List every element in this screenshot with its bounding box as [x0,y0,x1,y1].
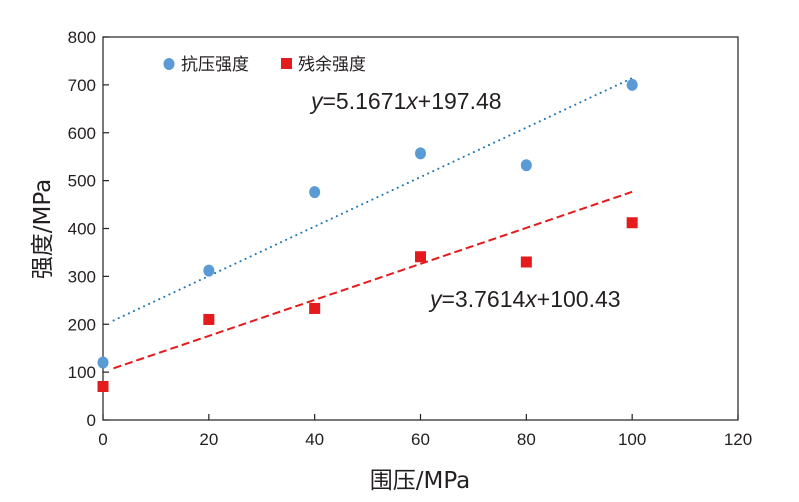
y-tick-label: 600 [68,124,96,143]
legend-label-series-1: 抗压强度 [181,55,249,75]
legend-marker-circle [163,58,175,70]
y-tick-label: 200 [68,315,96,334]
trendline-equation-series-2: y=3.7614x+100.43 [428,286,621,312]
y-tick-label: 700 [68,76,96,95]
data-point-series-2 [626,217,638,229]
x-tick-label: 100 [618,430,646,449]
x-tick-label: 40 [305,430,324,449]
data-point-series-1 [626,78,638,91]
trendlines [112,77,634,370]
x-tick-label: 120 [724,430,752,449]
x-tick-label: 0 [98,430,107,449]
trendline-equation-series-1: y=5.1671x+197.48 [309,88,502,114]
trendline-series-1 [112,77,634,322]
legend-marker-square [281,58,292,69]
y-axis-title: 强度/MPa [30,179,56,280]
y-tick-label: 300 [68,267,96,286]
y-tick-label: 500 [68,172,96,191]
data-point-series-1 [97,356,109,369]
x-tick-label: 60 [411,430,430,449]
y-tick-label: 400 [68,220,96,239]
x-axis-ticks: 0 20 40 60 80 100 120 [98,414,752,449]
x-axis-title: 围压/MPa [370,468,471,494]
data-point-series-2 [203,313,215,325]
x-tick-label: 80 [517,430,536,449]
data-point-series-2 [415,251,426,263]
data-point-series-2 [309,302,321,314]
data-point-series-1 [203,264,215,277]
legend: 抗压强度 残余强度 [163,55,366,75]
x-tick-label: 20 [199,430,218,449]
data-point-series-1 [520,159,532,172]
y-tick-label: 100 [68,363,96,382]
legend-label-series-2: 残余强度 [298,55,366,75]
data-point-series-2 [520,256,532,268]
trendline-series-2 [113,190,633,370]
y-tick-label: 800 [68,28,96,47]
y-axis-ticks: 0 100 200 300 400 500 600 700 800 [68,28,109,430]
data-markers [97,78,638,392]
data-point-series-1 [309,186,321,199]
y-tick-label: 0 [87,411,96,430]
data-point-series-2 [97,380,109,392]
data-point-series-1 [415,147,426,160]
